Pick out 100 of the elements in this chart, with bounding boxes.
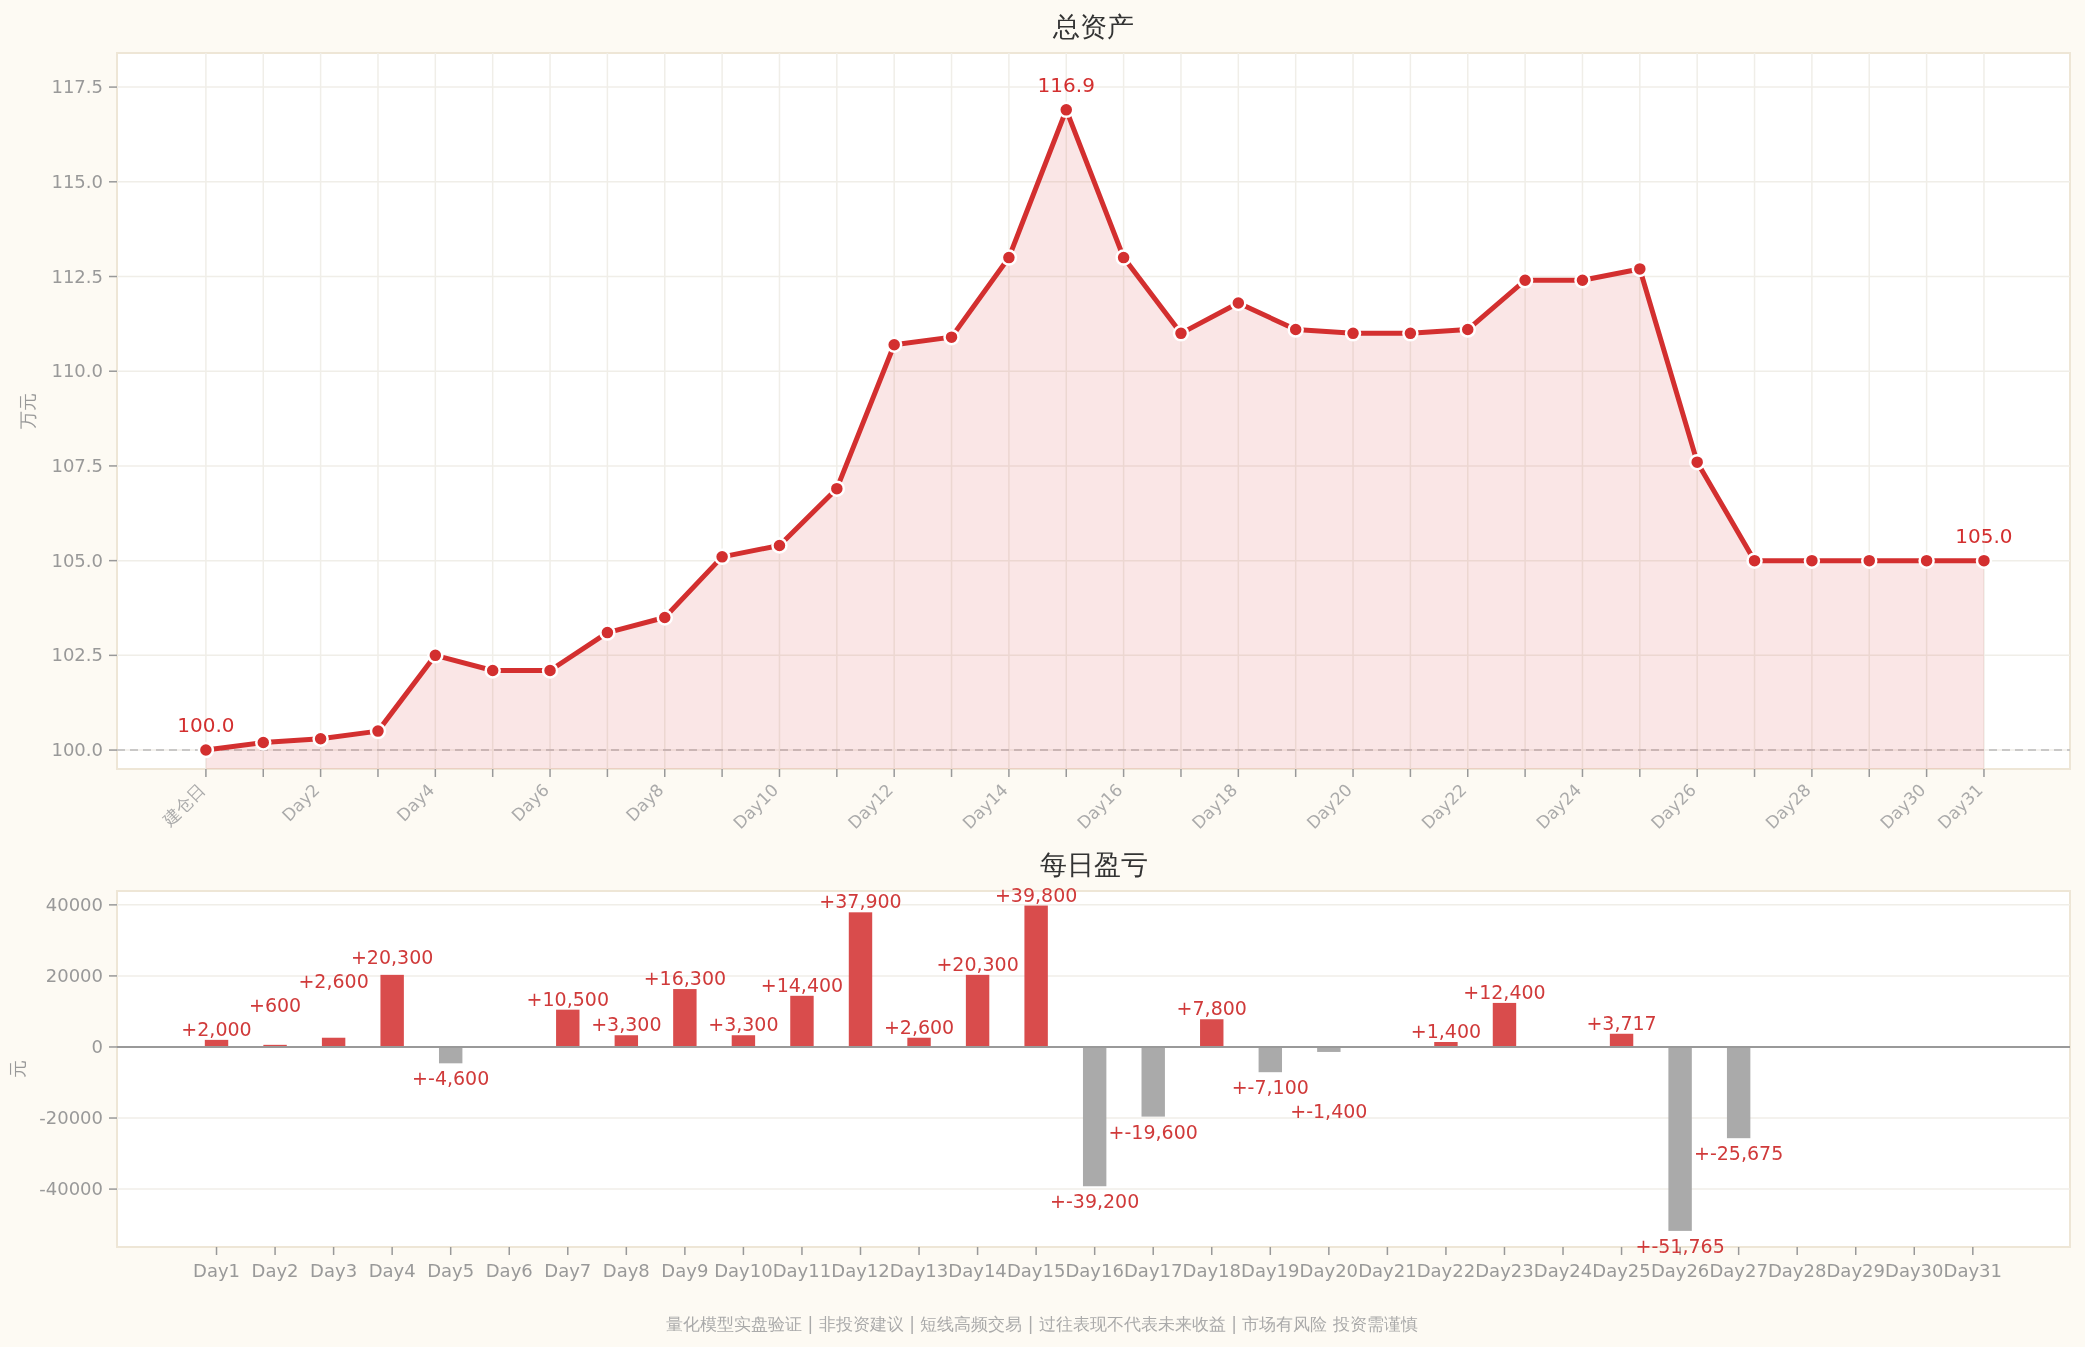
point xyxy=(427,647,444,664)
data-label: +20,300 xyxy=(936,952,1019,975)
y-tick-label: 105.0 xyxy=(51,549,103,571)
bar xyxy=(1492,1002,1517,1047)
x-tick-label: Day16 xyxy=(1065,1260,1124,1281)
y-axis-title: 万元 xyxy=(17,393,38,429)
point xyxy=(1803,552,1821,569)
x-tick-label: Day14 xyxy=(948,1260,1007,1281)
x-tick-label: Day7 xyxy=(544,1260,592,1281)
point xyxy=(197,741,215,759)
x-tick-label: Day5 xyxy=(427,1260,475,1281)
y-tick-label: -40000 xyxy=(39,1178,103,1200)
point xyxy=(369,722,387,740)
bar xyxy=(1082,1046,1107,1187)
x-tick-label: Day9 xyxy=(661,1260,709,1281)
point xyxy=(1516,272,1534,289)
point xyxy=(1688,453,1706,471)
data-label: 105.0 xyxy=(1955,523,2013,548)
point xyxy=(1230,294,1247,312)
bar xyxy=(673,989,697,1047)
bar xyxy=(1668,1046,1692,1231)
data-label: +39,800 xyxy=(994,883,1078,906)
x-tick-label: Day6 xyxy=(485,1260,533,1281)
x-tick-label: Day29 xyxy=(1826,1260,1885,1281)
x-tick-label: Day21 xyxy=(1358,1260,1417,1281)
bar xyxy=(790,995,814,1047)
x-tick-label: Day3 xyxy=(310,1260,358,1281)
data-label: +-51,765 xyxy=(1635,1234,1725,1257)
y-tick-label: 107.5 xyxy=(51,454,103,476)
point xyxy=(1975,552,1993,569)
point xyxy=(1861,552,1878,569)
y-tick-label: 20000 xyxy=(45,964,103,986)
point xyxy=(312,730,329,747)
data-label: +20,300 xyxy=(350,945,434,968)
x-tick-label: Day19 xyxy=(1241,1260,1300,1281)
data-label: +3,300 xyxy=(708,1013,779,1036)
bar xyxy=(1258,1046,1283,1073)
bar xyxy=(1141,1046,1165,1117)
y-tick-label: 102.5 xyxy=(51,644,103,666)
x-tick-label: Day18 xyxy=(1182,1260,1241,1281)
point xyxy=(1574,272,1591,289)
point xyxy=(255,734,272,751)
bar xyxy=(438,1046,463,1064)
x-tick-label: Day26 xyxy=(1650,1260,1710,1281)
x-tick-label: Day15 xyxy=(1006,1260,1066,1281)
point xyxy=(1000,249,1018,266)
bar xyxy=(1200,1019,1224,1047)
x-tick-label: Day2 xyxy=(251,1260,299,1281)
point xyxy=(713,548,731,566)
chart-title: 每日盈亏 xyxy=(1039,849,1148,880)
point xyxy=(656,609,674,626)
y-tick-label: -20000 xyxy=(39,1107,103,1129)
x-tick-label: Day8 xyxy=(602,1260,650,1281)
x-tick-label: Day4 xyxy=(368,1260,416,1281)
point xyxy=(1402,325,1419,342)
point xyxy=(771,537,788,554)
data-label: +-19,600 xyxy=(1108,1120,1198,1143)
point xyxy=(599,624,616,641)
y-tick-label: 115.0 xyxy=(51,170,103,192)
bar xyxy=(614,1035,639,1047)
point xyxy=(1459,321,1476,338)
x-tick-label: 建仓日 xyxy=(157,779,209,831)
x-tick-label: Day23 xyxy=(1475,1260,1534,1281)
bar xyxy=(556,1009,580,1047)
data-label: +-4,600 xyxy=(412,1067,490,1090)
y-tick-label: 100.0 xyxy=(51,739,103,761)
data-label: 116.9 xyxy=(1037,72,1095,97)
point xyxy=(828,480,846,497)
x-tick-label: Day24 xyxy=(1533,1260,1593,1281)
point xyxy=(1172,325,1190,342)
x-tick-label: Day20 xyxy=(1299,1260,1359,1281)
point xyxy=(1746,552,1763,569)
bar xyxy=(380,974,404,1047)
data-label: +10,500 xyxy=(526,987,609,1010)
y-tick-label: 110.0 xyxy=(51,360,103,382)
data-label: +-7,100 xyxy=(1231,1076,1309,1099)
point xyxy=(1287,321,1304,338)
data-label: +7,800 xyxy=(1176,997,1247,1020)
data-label: +-39,200 xyxy=(1050,1190,1140,1213)
data-label: +14,400 xyxy=(760,973,844,996)
x-tick-label: Day22 xyxy=(1416,1260,1476,1281)
y-tick-label: 112.5 xyxy=(51,265,103,287)
x-tick-label: Day17 xyxy=(1123,1260,1183,1281)
y-tick-label: 117.5 xyxy=(51,76,103,98)
text: 量化模型实盘验证 | 非投资建议 | 短线高频交易 | 过往表现不代表未来收益 | 市场有风险 投资需谨慎 xyxy=(666,1314,1418,1334)
data-label: +1,400 xyxy=(1410,1020,1482,1042)
bar xyxy=(1024,905,1048,1047)
bar xyxy=(1726,1046,1751,1139)
x-tick-label: Day25 xyxy=(1592,1260,1651,1281)
bar xyxy=(965,974,990,1047)
data-label: +-1,400 xyxy=(1290,1100,1368,1123)
x-tick-label: Day10 xyxy=(714,1260,773,1281)
x-tick-label: Day13 xyxy=(889,1260,949,1281)
bar xyxy=(731,1035,756,1047)
data-label: +3,300 xyxy=(591,1013,662,1036)
point xyxy=(1918,552,1935,569)
point xyxy=(1344,325,1362,342)
x-tick-label: Day28 xyxy=(1767,1260,1827,1281)
x-tick-label: Day1 xyxy=(193,1260,241,1281)
x-tick-label: Day31 xyxy=(1943,1260,2003,1281)
